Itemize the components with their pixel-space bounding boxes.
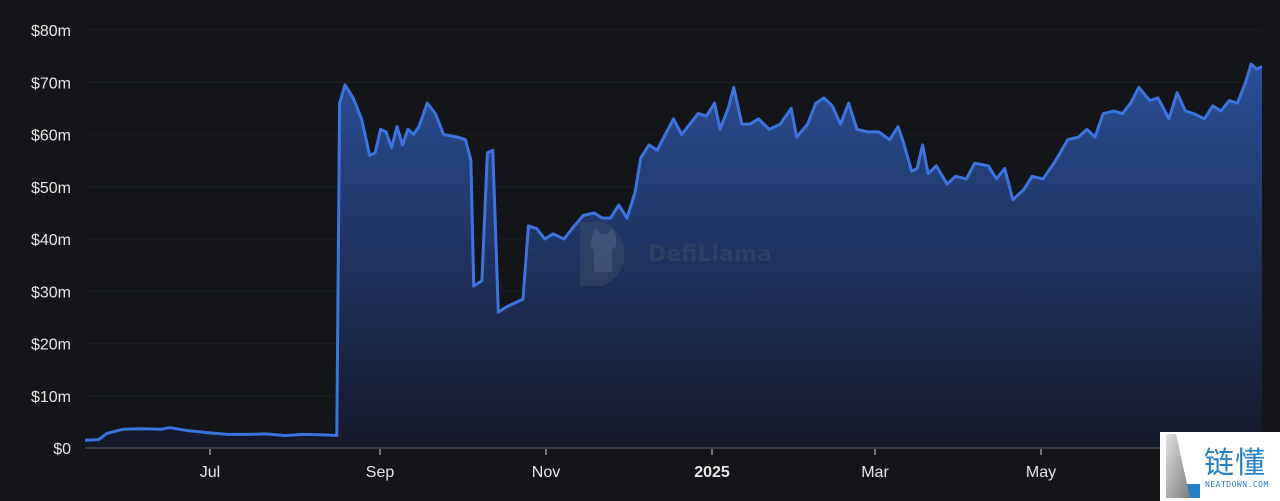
x-tick-label: Nov <box>532 464 560 481</box>
y-tick-label: $20m <box>31 337 71 354</box>
neatdown-logo-icon <box>1166 434 1200 498</box>
x-axis: Jul Sep Nov 2025 Mar May <box>200 449 1056 481</box>
llama-logo-icon <box>580 222 625 286</box>
x-tick-label: 2025 <box>694 464 730 481</box>
y-tick-label: $50m <box>31 180 71 197</box>
badge-cn-text: 链懂 <box>1204 446 1266 481</box>
tvl-line <box>84 62 1263 442</box>
y-tick-label: $40m <box>31 232 71 249</box>
y-tick-label: $70m <box>31 75 71 92</box>
y-tick-label: $30m <box>31 284 71 301</box>
y-axis: $0 $10m $20m $30m $40m $50m $60m $70m $80m <box>31 23 71 458</box>
x-tick-label: Mar <box>861 464 889 481</box>
neatdown-badge: 链懂 NEATDOWN.COM <box>1160 432 1280 501</box>
x-tick-label: Sep <box>366 464 395 481</box>
x-tick-label: May <box>1026 464 1056 481</box>
area-fill <box>85 64 1262 448</box>
defillama-watermark: DefiLlama <box>580 222 772 286</box>
y-tick-label: $0 <box>53 441 71 458</box>
y-tick-label: $60m <box>31 128 71 145</box>
badge-en-text: NEATDOWN.COM <box>1205 480 1269 489</box>
y-tick-label: $10m <box>31 389 71 406</box>
y-tick-label: $80m <box>31 23 71 40</box>
x-tick-label: Jul <box>200 464 220 481</box>
watermark-text: DefiLlama <box>648 242 772 267</box>
